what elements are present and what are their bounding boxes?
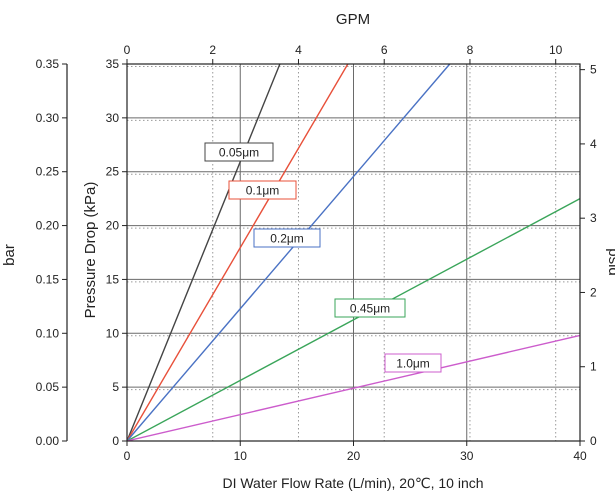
x-tick-label: 0 <box>124 449 131 463</box>
bar-axis-title: bar <box>1 244 18 266</box>
top-tick-label: 8 <box>467 43 474 57</box>
y-tick-label: 10 <box>106 326 120 340</box>
x-tick-label: 40 <box>573 449 587 463</box>
bar-tick-label: 0.10 <box>36 326 60 340</box>
y-axis-title: Pressure Drop (kPa) <box>82 182 99 319</box>
psid-tick-label: 4 <box>590 137 597 151</box>
bar-tick-label: 0.00 <box>36 434 60 448</box>
bar-tick-label: 0.35 <box>36 57 60 71</box>
psid-tick-label: 5 <box>590 63 597 77</box>
grid <box>127 63 580 441</box>
series-label-box-3 <box>334 298 406 318</box>
top-tick-label: 4 <box>295 43 302 57</box>
series-label-1: 0.1μm <box>246 184 280 198</box>
y-tick-label: 5 <box>112 380 119 394</box>
series-label-box-4 <box>384 353 442 373</box>
bar-tick-label: 0.20 <box>36 219 60 233</box>
bar-tick-label: 0.15 <box>36 272 60 286</box>
x-tick-label: 10 <box>234 449 248 463</box>
series-lines <box>126 63 581 442</box>
series-label-box-2 <box>253 228 321 248</box>
series-label-box-0 <box>204 142 274 162</box>
bar-tick-label: 0.30 <box>36 111 60 125</box>
x-tick-label: 20 <box>347 449 361 463</box>
psid-tick-label: 2 <box>590 285 597 299</box>
series-label-2: 0.2μm <box>270 232 304 246</box>
top-axis-title: GPM <box>336 11 370 28</box>
top-tick-label: 2 <box>209 43 216 57</box>
y-tick-label: 20 <box>106 219 120 233</box>
y-tick-label: 15 <box>106 272 120 286</box>
series-line-3 <box>126 198 581 442</box>
psid-tick-label: 1 <box>590 360 597 374</box>
top-tick-label: 0 <box>124 43 131 57</box>
psid-axis-title: psid <box>605 248 615 276</box>
psid-tick-label: 0 <box>590 434 597 448</box>
top-tick-label: 6 <box>381 43 388 57</box>
series-line-2 <box>126 63 451 442</box>
psid-tick-label: 3 <box>590 211 597 225</box>
bar-tick-label: 0.25 <box>36 165 60 179</box>
x-axis-title: DI Water Flow Rate (L/min), 20℃, 10 inch <box>222 475 483 491</box>
series-label-0: 0.05μm <box>219 146 259 160</box>
series-label-4: 1.0μm <box>396 357 430 371</box>
y-tick-label: 35 <box>106 57 120 71</box>
top-tick-label: 10 <box>549 43 563 57</box>
y-tick-label: 30 <box>106 111 120 125</box>
x-tick-label: 30 <box>460 449 474 463</box>
series-line-1 <box>126 63 349 442</box>
bar-tick-label: 0.05 <box>36 380 60 394</box>
series-line-0 <box>126 63 281 442</box>
series-labels: 0.05μm 0.1μm 0.2μm 0.45μm 1.0μm <box>204 142 442 373</box>
series-label-3: 0.45μm <box>350 302 390 316</box>
y-tick-label: 25 <box>106 165 120 179</box>
series-line-4 <box>126 334 581 442</box>
series-label-box-1 <box>228 180 297 200</box>
y-tick-label: 0 <box>112 434 119 448</box>
